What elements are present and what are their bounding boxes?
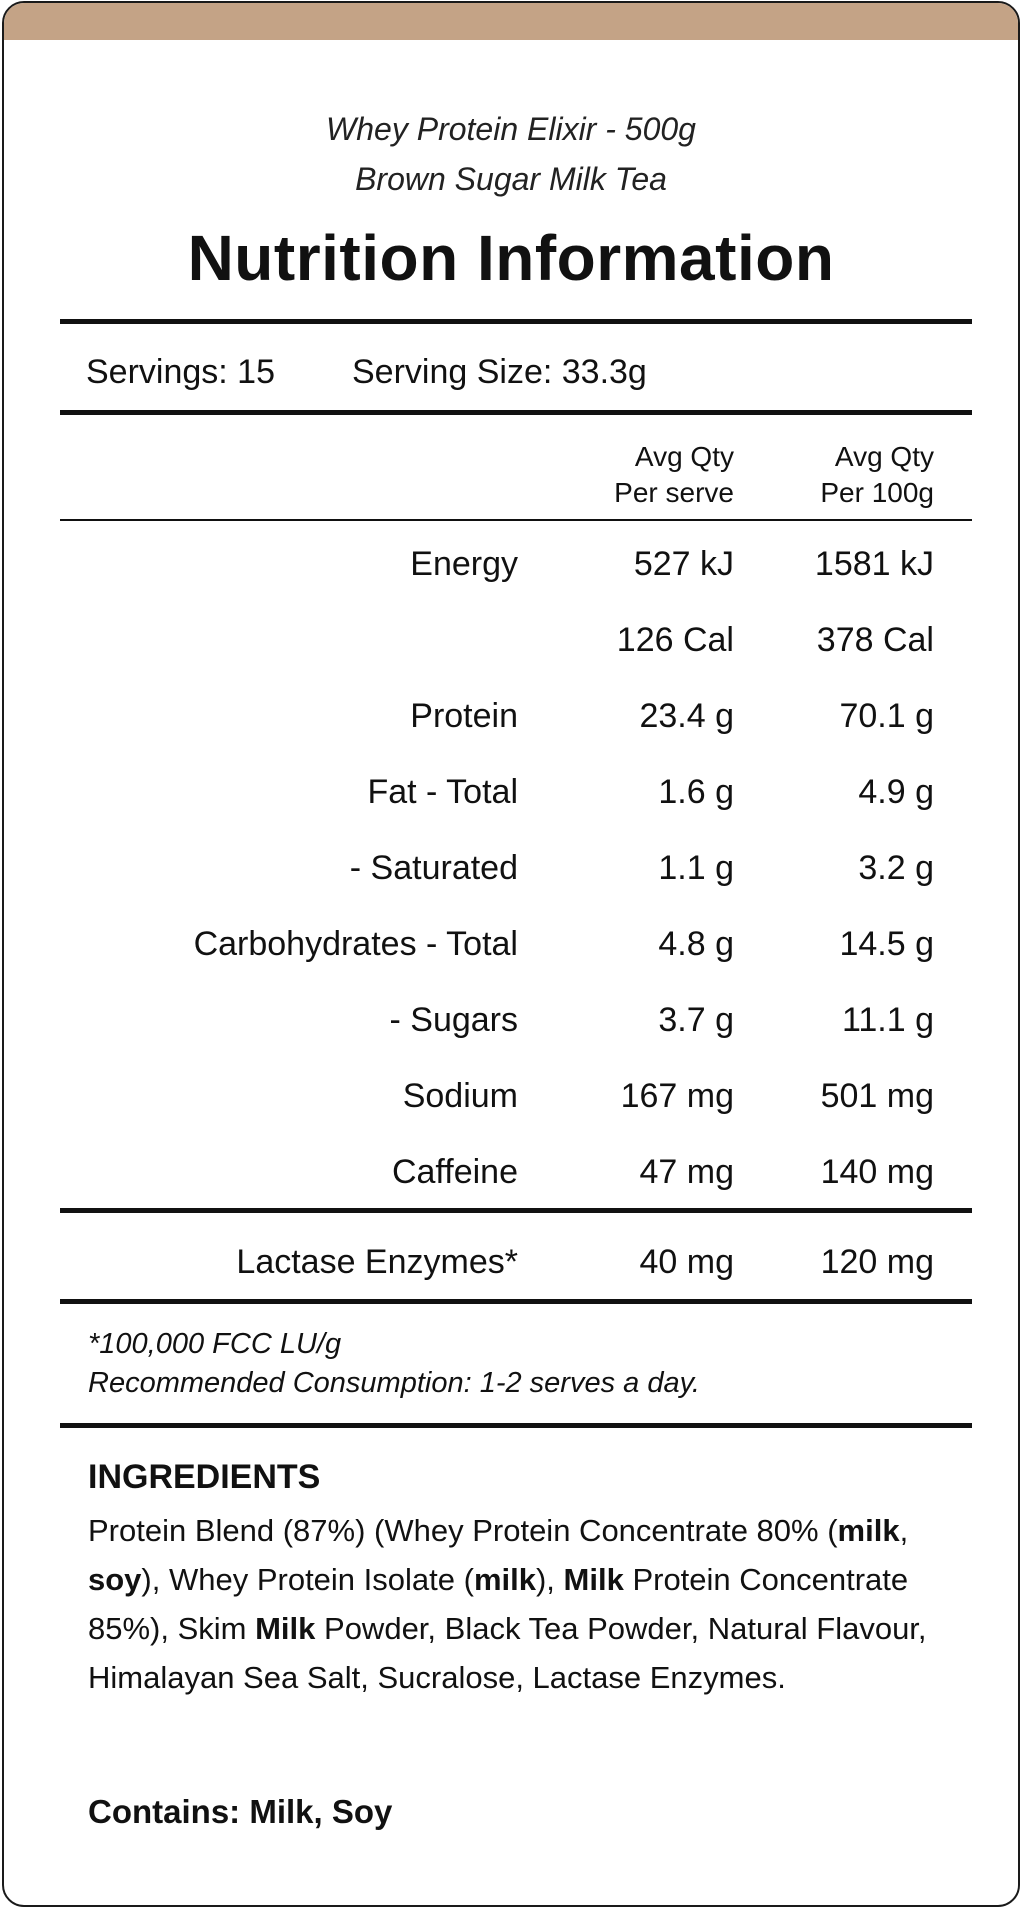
column-header-per-100g: Avg Qty Per 100g <box>820 439 934 511</box>
nutrient-row: - Saturated 1.1 g 3.2 g <box>4 849 1018 899</box>
per-serve-value: 4.8 g <box>658 925 734 963</box>
nutrient-row: Energy 527 kJ 1581 kJ <box>4 545 1018 595</box>
ingredient-part: ), <box>535 1562 564 1597</box>
ingredient-part: Protein Concentrate 85%), Skim <box>88 1562 909 1646</box>
per-serve-value: 527 kJ <box>633 545 734 583</box>
divider <box>60 1299 972 1304</box>
per-serve-value: 3.7 g <box>658 1001 734 1039</box>
nutrient-row: - Sugars 3.7 g 11.1 g <box>4 1001 1018 1051</box>
lactase-row: Lactase Enzymes* 40 mg 120 mg <box>4 1243 1018 1293</box>
column-header-line: Per 100g <box>820 477 934 508</box>
ingredients-heading: INGREDIENTS <box>88 1458 321 1496</box>
nutrient-name: Fat - Total <box>367 773 518 811</box>
ingredients-text: Protein Blend (87%) (Whey Protein Concen… <box>88 1506 958 1702</box>
per-serve-value: 47 mg <box>639 1153 735 1191</box>
nutrient-row: 126 Cal 378 Cal <box>4 621 1018 671</box>
allergen: milk <box>837 1513 900 1548</box>
nutrient-name: - Saturated <box>349 849 518 887</box>
divider <box>60 519 972 521</box>
per-100g-value: 4.9 g <box>858 773 934 811</box>
nutrient-name: Energy <box>410 545 518 583</box>
product-name: Whey Protein Elixir - 500g <box>326 111 696 147</box>
divider <box>60 1208 972 1213</box>
nutrient-name: Caffeine <box>391 1153 518 1191</box>
serving-size: Serving Size: 33.3g <box>352 353 647 391</box>
allergen: Milk <box>255 1611 316 1646</box>
nutrient-row: Sodium 167 mg 501 mg <box>4 1077 1018 1127</box>
per-serve-value: 40 mg <box>639 1243 735 1281</box>
per-serve-value: 1.1 g <box>658 849 734 887</box>
servings-count: Servings: 15 <box>86 353 275 391</box>
footnote: *100,000 FCC LU/g <box>88 1328 342 1360</box>
column-header-line: Avg Qty <box>834 441 934 472</box>
per-serve-value: 126 Cal <box>616 621 734 659</box>
per-100g-value: 140 mg <box>820 1153 934 1191</box>
product-flavour: Brown Sugar Milk Tea <box>355 161 667 197</box>
nutrient-row: Protein 23.4 g 70.1 g <box>4 697 1018 747</box>
per-100g-value: 120 mg <box>820 1243 934 1281</box>
ingredient-part: , <box>899 1513 909 1548</box>
per-serve-value: 1.6 g <box>658 773 734 811</box>
per-100g-value: 501 mg <box>820 1077 934 1115</box>
recommended-consumption: Recommended Consumption: 1-2 serves a da… <box>88 1367 700 1399</box>
nutrient-name: Sodium <box>402 1077 518 1115</box>
per-100g-value: 14.5 g <box>839 925 934 963</box>
column-header-per-serve: Avg Qty Per serve <box>614 439 734 511</box>
nutrient-name: Protein <box>410 697 518 735</box>
allergen-statement: Contains: Milk, Soy <box>88 1793 393 1830</box>
ingredient-part: Powder, Black Tea Powder, Natural Flavou… <box>88 1611 927 1695</box>
allergen: Milk <box>563 1562 624 1597</box>
per-100g-value: 3.2 g <box>858 849 934 887</box>
ingredient-part: ), Whey Protein Isolate ( <box>141 1562 474 1597</box>
nutrient-name: - Sugars <box>389 1001 519 1039</box>
nutrient-row: Carbohydrates - Total 4.8 g 14.5 g <box>4 925 1018 975</box>
nutrient-row: Fat - Total 1.6 g 4.9 g <box>4 773 1018 823</box>
nutrient-name: Carbohydrates - Total <box>193 925 518 963</box>
per-100g-value: 70.1 g <box>839 697 934 735</box>
per-serve-value: 23.4 g <box>639 697 734 735</box>
column-header-line: Avg Qty <box>634 441 734 472</box>
divider <box>60 1423 972 1428</box>
accent-bar <box>4 3 1018 40</box>
per-100g-value: 378 Cal <box>816 621 934 659</box>
nutrient-name: Lactase Enzymes* <box>236 1243 518 1281</box>
nutrient-row: Caffeine 47 mg 140 mg <box>4 1153 1018 1203</box>
page-title: Nutrition Information <box>187 222 835 294</box>
per-100g-value: 1581 kJ <box>814 545 934 583</box>
allergen: milk <box>473 1562 536 1597</box>
per-serve-value: 167 mg <box>620 1077 734 1115</box>
allergen: soy <box>88 1562 142 1597</box>
column-header-line: Per serve <box>614 477 734 508</box>
per-100g-value: 11.1 g <box>841 1001 934 1039</box>
divider <box>60 319 972 324</box>
ingredient-part: Protein Blend (87%) (Whey Protein Concen… <box>88 1513 838 1548</box>
divider <box>60 410 972 415</box>
